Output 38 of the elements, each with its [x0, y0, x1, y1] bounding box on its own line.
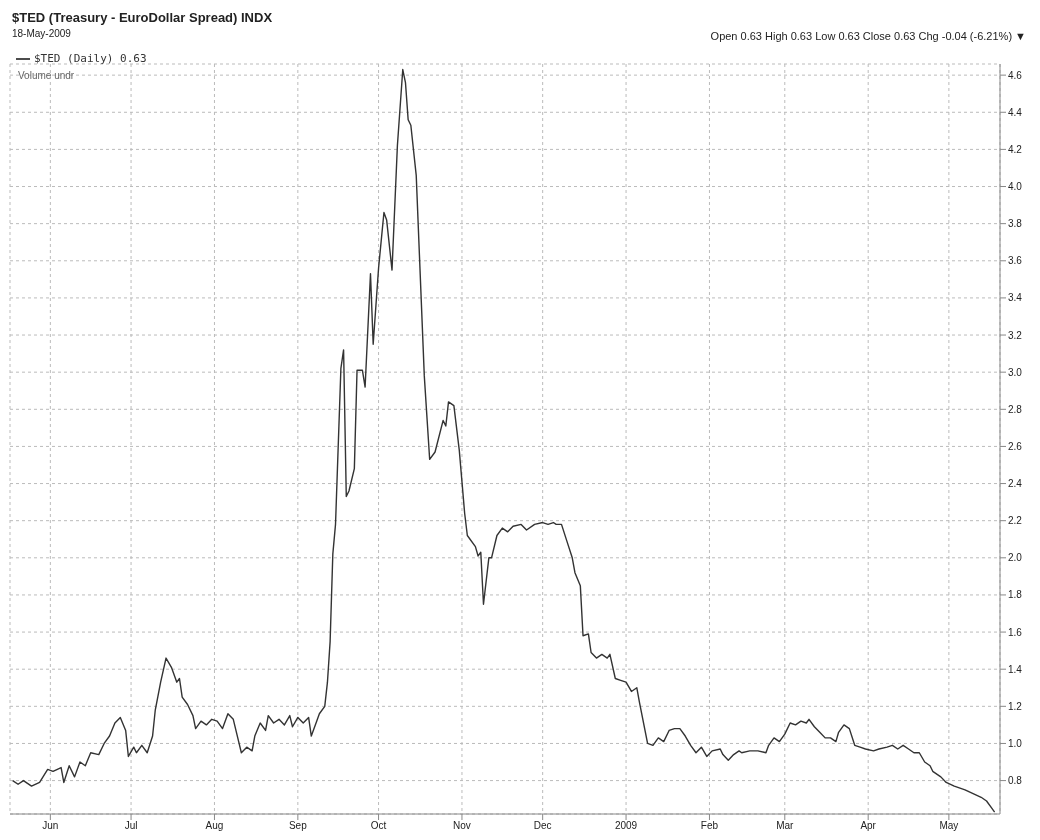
- y-tick-label: 0.8: [1008, 775, 1023, 787]
- x-tick-label: May: [939, 820, 959, 832]
- x-tick-label: Aug: [205, 820, 224, 832]
- y-tick-label: 1.4: [1008, 663, 1023, 675]
- y-tick-label: 2.2: [1008, 515, 1023, 527]
- x-tick-label: Oct: [370, 820, 387, 832]
- y-tick-label: 3.8: [1008, 218, 1023, 230]
- x-tick-label: Apr: [860, 820, 877, 832]
- x-tick-label: Feb: [700, 820, 719, 832]
- x-tick-label: 2009: [614, 820, 638, 832]
- y-tick-label: 3.4: [1008, 292, 1023, 304]
- y-tick-label: 1.6: [1008, 626, 1023, 638]
- y-tick-label: 3.2: [1008, 329, 1023, 341]
- y-tick-label: 4.4: [1008, 106, 1023, 118]
- x-tick-label: Jun: [42, 820, 59, 832]
- y-tick-label: 4.6: [1008, 69, 1023, 81]
- x-tick-label: Jul: [124, 820, 138, 832]
- y-tick-label: 4.2: [1008, 143, 1023, 155]
- y-tick-label: 4.0: [1008, 181, 1023, 193]
- x-tick-label: Sep: [288, 820, 308, 832]
- legend-label: $TED (Daily) 0.63: [34, 52, 147, 65]
- chart-title: $TED (Treasury - EuroDollar Spread) INDX: [12, 10, 273, 25]
- y-tick-label: 2.8: [1008, 403, 1023, 415]
- x-tick-label: Nov: [453, 820, 471, 832]
- line-series: [11, 68, 996, 813]
- x-tick-label: Mar: [776, 820, 795, 832]
- text: Open 0.63 High 0.63 Low 0.63 Close 0.63 Chg -0.04 (-6.21%) ▼: [710, 30, 1026, 42]
- y-tick-label: 1.2: [1008, 700, 1023, 712]
- y-tick-label: 2.4: [1008, 478, 1023, 490]
- y-tick-label: 1.0: [1008, 738, 1023, 750]
- x-tick-label: Dec: [533, 820, 552, 832]
- y-tick-label: 3.6: [1008, 255, 1023, 267]
- y-tick-label: 2.0: [1008, 552, 1023, 564]
- y-tick-label: 3.0: [1008, 366, 1023, 378]
- chart-subtitle: 18-May-2009: [12, 28, 71, 39]
- y-tick-label: 2.6: [1008, 440, 1023, 452]
- annotation: Volume undr: [18, 70, 75, 81]
- y-tick-label: 1.8: [1008, 589, 1023, 601]
